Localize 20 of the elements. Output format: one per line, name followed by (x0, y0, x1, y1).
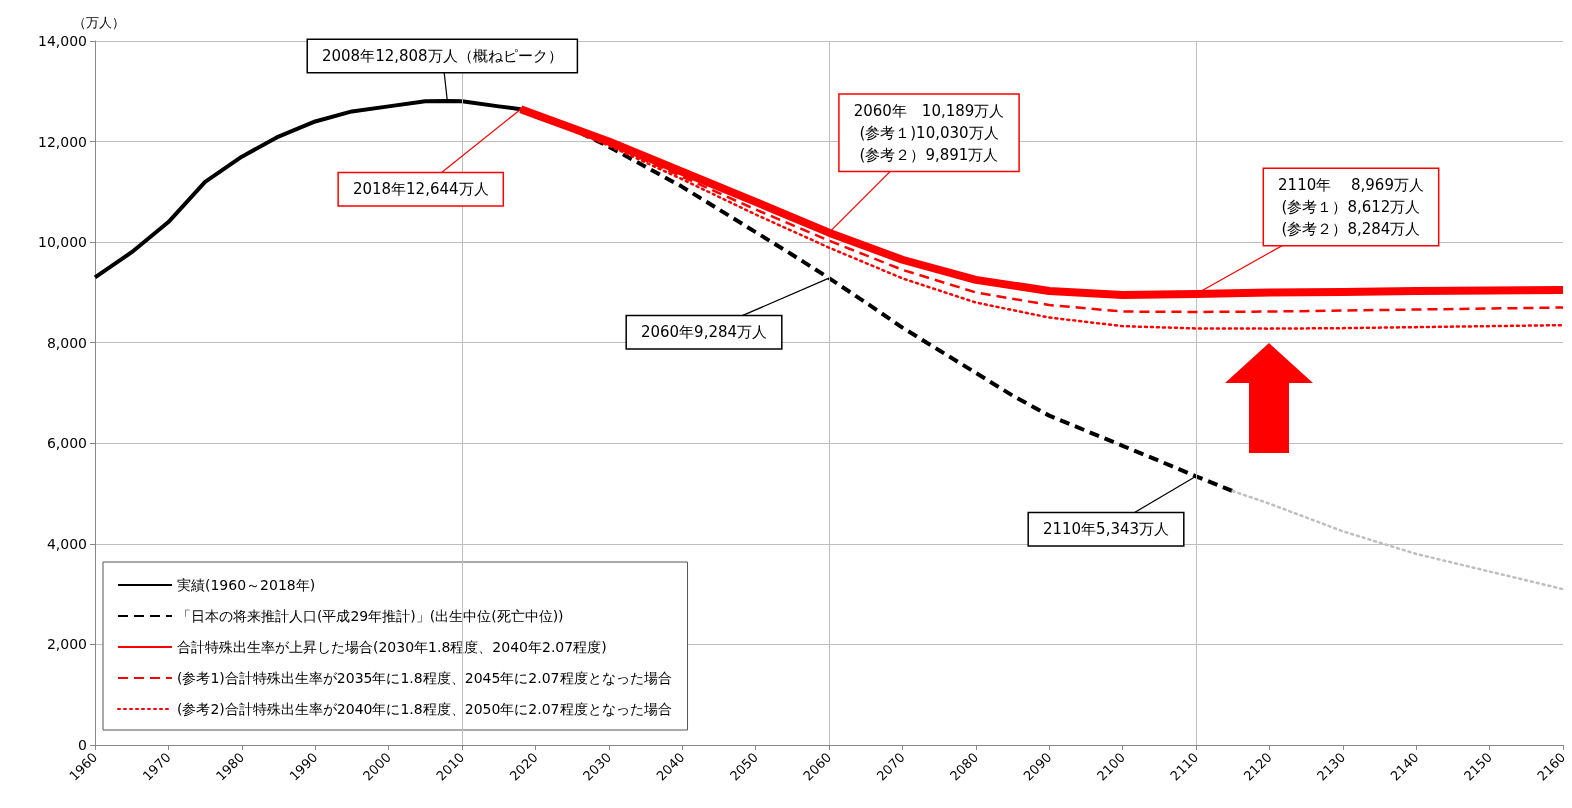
y-tick-label: 4,000 (46, 535, 87, 552)
annotation: 2008年12,808万人（概ねピーク） (321, 46, 563, 65)
y-tick-label: 8,000 (46, 334, 87, 351)
legend-label: 合計特殊出生率が上昇した場合(2030年1.8程度、2040年2.07程度) (177, 639, 607, 655)
legend-label: 「日本の将来推計人口(平成29年推計)」(出生中位(死亡中位)) (177, 608, 564, 624)
legend-label: (参考1)合計特殊出生率が2035年に1.8程度、2045年に2.07程度となった場合 (177, 670, 672, 686)
y-tick-label: 14,000 (38, 33, 87, 49)
annotation: 2018年12,644万人 (352, 180, 489, 199)
legend-label: 実績(1960～2018年) (177, 577, 316, 593)
annotation: 2110年5,343万人 (1042, 520, 1170, 539)
y-tick-label: 2,000 (46, 636, 87, 653)
annotation: 2110年 8,969万人 (参考１）8,612万人 (参考２）8,284万人 (1278, 175, 1424, 238)
y-axis-title: （万人） (73, 15, 125, 30)
annotation: 2060年 10,189万人 (参考１)10,030万人 (参考２）9,891万人 (853, 101, 1005, 164)
legend-label: (参考2)合計特殊出生率が2040年に1.8程度、2050年に2.07程度となった場合 (177, 701, 672, 717)
y-tick-label: 6,000 (46, 435, 87, 452)
y-tick-label: 10,000 (38, 234, 87, 251)
annotation: 2060年9,284万人 (640, 323, 768, 342)
y-tick-label: 12,000 (38, 133, 87, 150)
y-tick-label: 0 (78, 737, 87, 753)
